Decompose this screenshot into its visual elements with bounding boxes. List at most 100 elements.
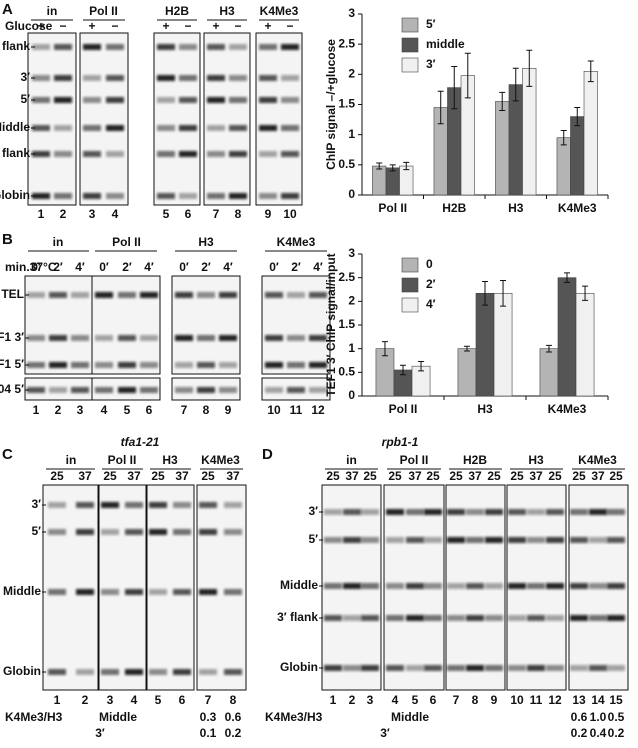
band xyxy=(589,537,607,543)
legend-label: 2′ xyxy=(426,277,436,291)
band xyxy=(27,335,45,341)
band xyxy=(309,292,327,298)
condition: 25 xyxy=(326,469,340,483)
legend-label: 0 xyxy=(426,257,433,271)
band xyxy=(546,537,564,543)
band xyxy=(95,335,113,341)
x-tick-label: H3 xyxy=(477,402,493,416)
group-label: H3 xyxy=(219,4,235,18)
band xyxy=(173,502,191,508)
band xyxy=(106,193,124,199)
legend-swatch xyxy=(401,297,419,313)
y-tick-label: 0 xyxy=(348,388,355,402)
condition: + xyxy=(162,19,169,33)
band xyxy=(281,44,299,50)
band xyxy=(324,509,342,515)
condition: 37 xyxy=(529,469,543,483)
row-label: Middle xyxy=(0,120,30,134)
lane-number: 11 xyxy=(290,403,303,417)
group-label: K4Me3 xyxy=(201,453,240,467)
group-label: in xyxy=(346,453,357,467)
x-tick-label: H2B xyxy=(442,201,466,215)
band xyxy=(343,537,361,543)
gel-title: rpb1-1 xyxy=(382,435,419,449)
lane-number: 7 xyxy=(205,693,212,707)
band xyxy=(140,387,158,393)
row-label: 5′ xyxy=(308,532,318,546)
band xyxy=(281,193,299,199)
band xyxy=(54,44,72,50)
band xyxy=(309,387,327,393)
error-bar xyxy=(564,272,570,283)
error-bar xyxy=(499,91,506,112)
condition: − xyxy=(286,19,293,33)
band xyxy=(219,335,237,341)
error-bar xyxy=(376,162,383,170)
band xyxy=(265,387,283,393)
band xyxy=(101,502,119,508)
band xyxy=(229,125,247,131)
band xyxy=(324,665,342,671)
band xyxy=(259,75,277,81)
footer-value: 0.1 xyxy=(200,726,217,740)
band xyxy=(406,615,424,621)
band xyxy=(125,502,143,508)
band xyxy=(157,44,175,50)
band xyxy=(207,44,225,50)
footer-value: 0.4 xyxy=(590,726,607,740)
y-tick-label: 1.5 xyxy=(338,317,355,331)
band xyxy=(32,151,50,157)
error-bar xyxy=(464,52,471,99)
lane-number: 7 xyxy=(213,207,220,221)
condition: − xyxy=(234,19,241,33)
band xyxy=(361,665,379,671)
error-bar xyxy=(512,67,519,102)
gel-box xyxy=(42,484,99,691)
bar xyxy=(495,101,510,196)
condition: 25 xyxy=(103,469,117,483)
y-tick-label: 1 xyxy=(348,341,355,355)
gel-box xyxy=(203,32,251,206)
condition: 2′ xyxy=(53,260,63,274)
group-label: in xyxy=(47,4,58,18)
row-label: 3′ flank xyxy=(277,610,318,624)
condition: + xyxy=(264,19,271,33)
footer-label: K4Me3/H3 xyxy=(5,710,63,724)
band xyxy=(607,615,625,621)
lane-number: 12 xyxy=(548,693,562,707)
band xyxy=(265,292,283,298)
band xyxy=(229,97,247,103)
gel-box xyxy=(171,275,241,375)
row-label: HSP104 5′ xyxy=(0,382,24,396)
error-bar xyxy=(451,65,458,110)
band xyxy=(207,75,225,81)
band xyxy=(229,151,247,157)
lane-number: 9 xyxy=(491,693,498,707)
lane-number: 14 xyxy=(591,693,605,707)
x-tick-label: H3 xyxy=(508,201,524,215)
x-tick-label: K4Me3 xyxy=(558,201,597,215)
band xyxy=(197,292,215,298)
lane-number: 1 xyxy=(54,693,61,707)
condition: 2′ xyxy=(291,260,301,274)
lane-number: 4 xyxy=(112,207,119,221)
band xyxy=(207,151,225,157)
condition: 4′ xyxy=(144,260,154,274)
band xyxy=(101,669,119,675)
band xyxy=(527,615,545,621)
band xyxy=(406,537,424,543)
row-label: 3′ xyxy=(20,70,30,84)
band xyxy=(157,97,175,103)
band xyxy=(447,615,465,621)
band xyxy=(149,529,167,535)
band xyxy=(71,292,89,298)
error-bar xyxy=(560,129,567,146)
band xyxy=(265,335,283,341)
condition: 0′ xyxy=(269,260,279,274)
band xyxy=(101,529,119,535)
condition: 37 xyxy=(591,469,605,483)
band xyxy=(281,125,299,131)
condition: 0′ xyxy=(179,260,189,274)
row-label: Middle xyxy=(280,578,318,592)
lane-number: 9 xyxy=(225,403,232,417)
